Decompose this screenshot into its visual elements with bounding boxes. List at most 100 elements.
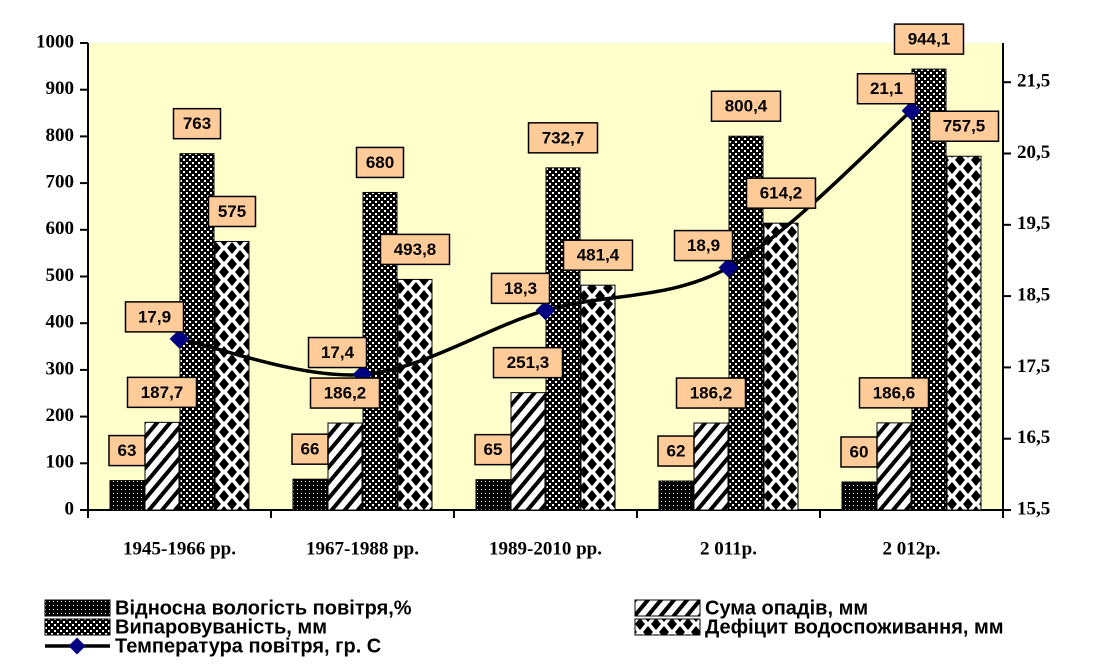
- data-label: 65: [484, 440, 503, 459]
- data-label-box: [893, 23, 965, 55]
- data-label-box: [527, 122, 599, 154]
- data-label: 186,6: [873, 383, 916, 402]
- y2-tick-label: 20,5: [1017, 142, 1050, 163]
- data-label-box: [291, 433, 329, 465]
- data-label-box: [673, 229, 734, 262]
- data-label: 186,2: [690, 384, 733, 403]
- marker: [535, 300, 556, 321]
- data-label-box: [474, 433, 512, 466]
- bar: [327, 422, 363, 511]
- data-label: 944,1: [908, 30, 951, 49]
- data-label-box: [124, 301, 185, 333]
- data-label-box: [309, 377, 381, 409]
- bar: [292, 478, 328, 511]
- legend-swatch: [634, 599, 701, 617]
- y-tick-label: 700: [46, 171, 75, 192]
- data-label-box: [858, 377, 930, 409]
- data-label: 63: [118, 441, 137, 460]
- data-label-box: [840, 436, 878, 468]
- data-label: 18,3: [504, 279, 537, 298]
- data-label: 186,2: [324, 384, 367, 403]
- y2-tick-label: 21,5: [1017, 71, 1050, 92]
- data-label-box: [126, 376, 198, 409]
- legend-label: Випаровуваність, мм: [115, 616, 327, 638]
- data-label-box: [856, 72, 917, 105]
- marker: [718, 257, 739, 278]
- y2-tick-label: 18,5: [1017, 284, 1050, 305]
- x-tick-label: 2 012р.: [882, 538, 940, 559]
- bar: [144, 421, 180, 511]
- bar: [876, 422, 912, 511]
- y-tick-label: 100: [46, 452, 75, 473]
- data-label: 481,4: [577, 246, 620, 265]
- data-label: 18,9: [687, 236, 720, 255]
- y-tick-label: 200: [46, 405, 75, 426]
- bar: [911, 68, 947, 511]
- data-label: 21,1: [870, 79, 903, 98]
- legend-label: Температура повітря, гр. С: [115, 635, 381, 657]
- data-label: 17,9: [138, 307, 171, 326]
- bar: [475, 479, 511, 511]
- bar: [693, 422, 729, 511]
- x-tick-label: 1989-2010 рр.: [489, 538, 602, 559]
- data-label: 763: [183, 114, 211, 133]
- data-label: 800,4: [725, 97, 768, 116]
- y-tick-label: 400: [46, 312, 75, 333]
- marker: [169, 328, 190, 349]
- bar: [580, 284, 616, 511]
- data-label: 17,4: [321, 343, 355, 362]
- bar: [510, 392, 546, 511]
- bar: [946, 155, 982, 511]
- bar: [841, 481, 877, 511]
- data-label-box: [355, 146, 405, 179]
- legend-swatch: [68, 637, 86, 655]
- y-tick-label: 900: [46, 78, 75, 99]
- y-tick-label: 0: [65, 498, 75, 519]
- bar: [214, 240, 250, 511]
- data-label-box: [492, 346, 564, 379]
- data-label: 60: [850, 442, 869, 461]
- bar: [397, 278, 433, 511]
- data-label-box: [710, 90, 782, 122]
- data-label: 680: [366, 153, 394, 172]
- data-label-box: [307, 336, 368, 369]
- y-tick-label: 800: [46, 125, 75, 146]
- data-label-box: [657, 435, 695, 467]
- data-label: 251,3: [507, 353, 550, 372]
- legend-label: Сума опадів, мм: [705, 597, 868, 619]
- data-label-box: [928, 110, 1000, 142]
- legend-swatch: [44, 618, 111, 636]
- y2-tick-label: 17,5: [1017, 356, 1050, 377]
- data-label: 66: [301, 440, 320, 459]
- data-label-box: [108, 434, 146, 467]
- data-label: 757,5: [943, 117, 986, 136]
- x-tick-label: 1945-1966 рр.: [123, 538, 236, 559]
- legend-label: Відносна вологість повітря,%: [115, 597, 412, 619]
- legend-label: Дефіцит водоспоживання, мм: [705, 616, 1004, 638]
- y2-tick-label: 15,5: [1017, 498, 1050, 519]
- x-tick-label: 1967-1988 рр.: [306, 538, 419, 559]
- legend-swatch: [44, 599, 111, 617]
- data-label: 575: [218, 202, 246, 221]
- y-tick-label: 500: [46, 265, 75, 286]
- y-tick-label: 300: [46, 358, 75, 379]
- data-label-box: [207, 195, 257, 228]
- data-label: 493,8: [394, 240, 437, 259]
- data-label-box: [562, 239, 634, 271]
- data-label: 614,2: [760, 184, 803, 203]
- bar: [109, 480, 145, 511]
- data-label-box: [745, 177, 817, 209]
- bar: [763, 222, 799, 511]
- legend-swatch: [634, 618, 701, 636]
- y2-tick-label: 16,5: [1017, 427, 1050, 448]
- data-label: 62: [667, 442, 686, 461]
- y-tick-label: 1000: [36, 31, 74, 52]
- y-tick-label: 600: [46, 218, 75, 239]
- data-label: 732,7: [542, 128, 585, 147]
- x-tick-label: 2 011р.: [700, 538, 757, 559]
- bar: [545, 167, 581, 511]
- data-label-box: [675, 377, 747, 409]
- y2-tick-label: 19,5: [1017, 213, 1050, 234]
- data-label-box: [172, 107, 222, 140]
